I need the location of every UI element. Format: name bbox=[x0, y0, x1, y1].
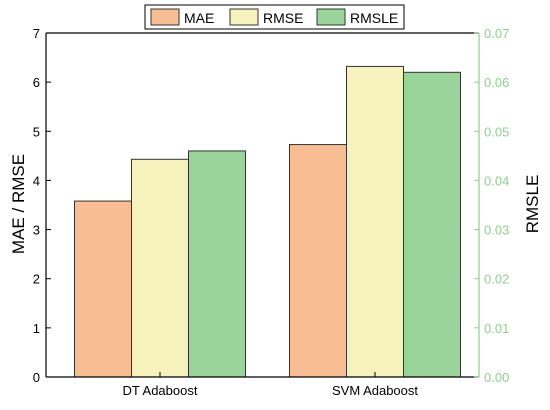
bar-rmsle-2 bbox=[403, 71, 461, 378]
right-tick-label: 0.04 bbox=[484, 173, 509, 188]
legend-label-rmse: RMSE bbox=[263, 10, 303, 26]
left-tick-label: 2 bbox=[33, 272, 40, 287]
bars bbox=[74, 65, 461, 378]
x-tick-label: DT Adaboost bbox=[123, 383, 198, 398]
left-axis-ticks: 0 1 2 3 4 5 6 7 bbox=[33, 26, 51, 385]
right-tick-label: 0.01 bbox=[484, 321, 509, 336]
plot-frame bbox=[45, 32, 480, 378]
left-tick-label: 7 bbox=[33, 26, 40, 41]
category-labels: DT Adaboost SVM Adaboost bbox=[123, 372, 418, 398]
y-axis-title-right: RMSLE bbox=[523, 175, 542, 234]
y-axis-title-left: MAE / RMSE bbox=[9, 154, 28, 254]
left-tick-label: 6 bbox=[33, 75, 40, 90]
right-axis-ticks: 0.00 0.01 0.02 0.03 0.04 0.05 0.06 0.07 bbox=[474, 26, 509, 385]
bar-rmsle-1 bbox=[188, 150, 246, 378]
legend-swatch-mae bbox=[150, 8, 180, 26]
right-tick-label: 0.03 bbox=[484, 223, 509, 238]
left-tick-label: 1 bbox=[33, 321, 40, 336]
right-tick-label: 0.00 bbox=[484, 370, 509, 385]
right-tick-label: 0.07 bbox=[484, 26, 509, 41]
bar-rmse-2 bbox=[346, 65, 404, 378]
legend-box bbox=[144, 4, 405, 30]
left-tick-label: 3 bbox=[33, 223, 40, 238]
left-tick-label: 4 bbox=[33, 173, 40, 188]
right-tick-label: 0.06 bbox=[484, 75, 509, 90]
left-tick-label: 0 bbox=[33, 370, 40, 385]
left-tick-label: 5 bbox=[33, 124, 40, 139]
bar-mae-2 bbox=[289, 144, 347, 378]
legend-label-rmsle: RMSLE bbox=[350, 10, 398, 26]
legend-label-mae: MAE bbox=[184, 10, 214, 26]
legend-swatch-rmsle bbox=[316, 8, 346, 26]
legend-swatch-rmse bbox=[229, 8, 259, 26]
x-tick-label: SVM Adaboost bbox=[332, 383, 418, 398]
right-tick-label: 0.02 bbox=[484, 272, 509, 287]
legend: MAE RMSE RMSLE bbox=[144, 4, 405, 30]
bar-rmse-1 bbox=[131, 158, 189, 378]
bar-mae-1 bbox=[74, 200, 132, 378]
right-tick-label: 0.05 bbox=[484, 124, 509, 139]
